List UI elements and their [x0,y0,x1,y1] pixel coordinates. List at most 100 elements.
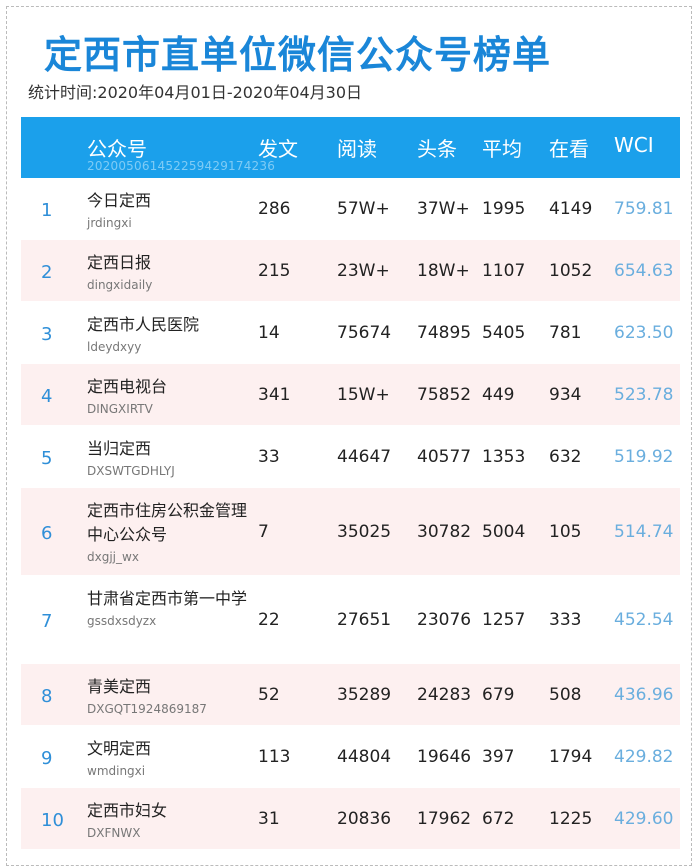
col-header-wci: WCI [614,133,654,157]
account-block: 定西市住房公积金管理中心公众号 dxgjj_wx [87,499,247,566]
rank-cell: 3 [41,324,53,345]
yuedu-cell: 44804 [337,747,392,767]
table-row: 2 定西日报 dingxidaily 215 23W+ 18W+ 1107 1052 654.6… [21,240,680,302]
page-title: 定西市直单位微信公众号榜单 [44,33,552,77]
pingjun-cell: 679 [482,685,515,705]
account-id: dingxidaily [87,278,153,292]
account-block: 青美定西 DXGQT1924869187 [87,675,247,718]
fawen-cell: 7 [258,522,269,542]
account-id: ldeydxyy [87,340,142,354]
pingjun-cell: 5405 [482,323,526,343]
zaikan-cell: 508 [549,685,582,705]
yuedu-cell: 44647 [337,447,392,467]
account-name: 甘肃省定西市第一中学 [87,589,248,608]
toutiao-cell: 17962 [417,809,472,829]
account-id: dxgjj_wx [87,550,139,564]
wci-cell: 523.78 [614,385,674,405]
zaikan-cell: 781 [549,323,582,343]
toutiao-cell: 19646 [417,747,472,767]
fawen-cell: 113 [258,747,291,767]
stats-period: 统计时间:2020年04月01日-2020年04月30日 [28,83,363,102]
account-block: 定西日报 dingxidaily [87,251,247,294]
table-row: 8 青美定西 DXGQT1924869187 52 35289 24283 679 508 43… [21,664,680,726]
zaikan-cell: 1052 [549,261,593,281]
account-block: 文明定西 wmdingxi [87,737,247,780]
account-name: 今日定西 [87,191,152,210]
fawen-cell: 341 [258,385,291,405]
col-header-toutiao: 头条 [417,137,457,161]
pingjun-cell: 1257 [482,610,526,630]
rank-cell: 5 [41,448,53,469]
col-header-zaikan: 在看 [549,137,589,161]
col-header-fawen: 发文 [258,137,298,161]
account-id: jrdingxi [87,216,132,230]
toutiao-cell: 23076 [417,610,472,630]
table-row: 4 定西电视台 DINGXIRTV 341 15W+ 75852 449 934 523.78 [21,364,680,426]
rank-cell: 6 [41,523,53,544]
pingjun-cell: 397 [482,747,515,767]
account-name: 文明定西 [87,739,152,758]
account-name: 定西日报 [87,253,152,272]
zaikan-cell: 333 [549,610,582,630]
fawen-cell: 286 [258,199,291,219]
toutiao-cell: 18W+ [417,261,470,281]
yuedu-cell: 75674 [337,323,392,343]
account-name: 定西市妇女 [87,801,168,820]
fawen-cell: 33 [258,447,280,467]
account-name: 当归定西 [87,439,152,458]
account-block: 甘肃省定西市第一中学 gssdxsdyzx [87,587,247,630]
toutiao-cell: 37W+ [417,199,470,219]
table-row: 3 定西市人民医院 ldeydxyy 14 75674 74895 5405 781 623.5… [21,302,680,364]
ranking-table: 公众号 发文 阅读 头条 平均 在看 WCI 20200506145225942… [21,117,680,850]
col-header-pingjun: 平均 [482,137,522,161]
rank-cell: 10 [41,810,64,831]
account-block: 定西电视台 DINGXIRTV [87,375,247,418]
fawen-cell: 31 [258,809,280,829]
wci-cell: 759.81 [614,199,674,219]
zaikan-cell: 1225 [549,809,593,829]
rank-cell: 7 [41,611,53,632]
rank-cell: 2 [41,262,53,283]
account-name: 定西市住房公积金管理中心公众号 [87,501,248,544]
rank-cell: 8 [41,686,53,707]
wci-cell: 519.92 [614,447,674,467]
toutiao-cell: 40577 [417,447,472,467]
account-id: wmdingxi [87,764,146,778]
table-header: 公众号 发文 阅读 头条 平均 在看 WCI 20200506145225942… [21,117,680,178]
rank-cell: 9 [41,748,53,769]
table-row: 6 定西市住房公积金管理中心公众号 dxgjj_wx 7 35025 30782 5004 1… [21,488,680,576]
zaikan-cell: 934 [549,385,582,405]
yuedu-cell: 35289 [337,685,392,705]
toutiao-cell: 74895 [417,323,472,343]
wci-cell: 623.50 [614,323,674,343]
rank-cell: 4 [41,386,53,407]
account-name: 定西电视台 [87,377,168,396]
yuedu-cell: 35025 [337,522,392,542]
wci-cell: 452.54 [614,610,674,630]
toutiao-cell: 24283 [417,685,472,705]
wci-cell: 654.63 [614,261,674,281]
account-id: DXFNWX [87,826,141,840]
wci-cell: 514.74 [614,522,674,542]
table-row: 10 定西市妇女 DXFNWX 31 20836 17962 672 1225 429.60 [21,788,680,850]
col-header-name: 公众号 [87,137,147,161]
pingjun-cell: 1107 [482,261,526,281]
toutiao-cell: 30782 [417,522,472,542]
yuedu-cell: 27651 [337,610,392,630]
col-header-yuedu: 阅读 [337,137,377,161]
table-row: 1 今日定西 jrdingxi 286 57W+ 37W+ 1995 4149 759.81 [21,178,680,240]
pingjun-cell: 5004 [482,522,526,542]
yuedu-cell: 23W+ [337,261,390,281]
account-block: 定西市人民医院 ldeydxyy [87,313,247,356]
pingjun-cell: 1353 [482,447,526,467]
account-id: DXGQT1924869187 [87,702,207,716]
account-name: 青美定西 [87,677,152,696]
account-name: 定西市人民医院 [87,315,200,334]
toutiao-cell: 75852 [417,385,472,405]
fawen-cell: 52 [258,685,280,705]
pingjun-cell: 672 [482,809,515,829]
yuedu-cell: 57W+ [337,199,390,219]
zaikan-cell: 1794 [549,747,593,767]
zaikan-cell: 632 [549,447,582,467]
table-row: 9 文明定西 wmdingxi 113 44804 19646 397 1794 429.82 [21,726,680,788]
